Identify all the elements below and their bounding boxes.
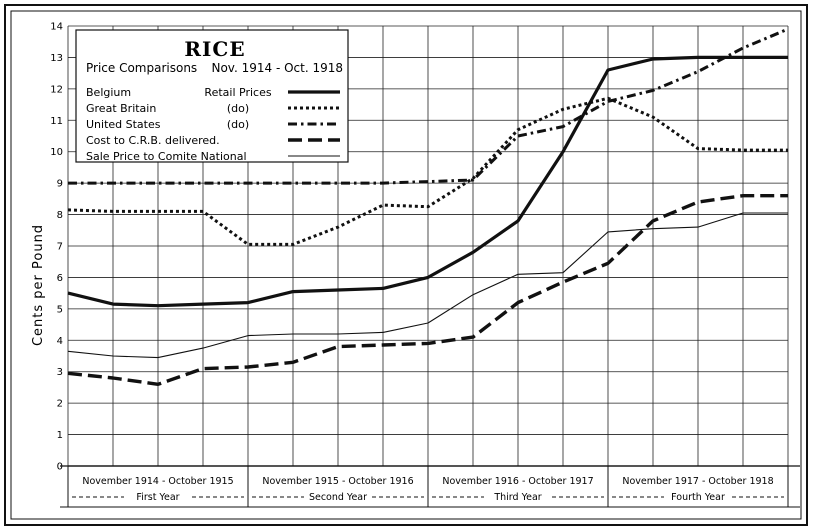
y-tick-label: 3 bbox=[57, 367, 63, 378]
legend-note: (do) bbox=[227, 102, 249, 115]
y-tick-label: 14 bbox=[50, 22, 63, 33]
legend-label: United States bbox=[86, 118, 161, 131]
legend-entries: Belgium Retail Prices Great Britain (do) Uni… bbox=[86, 86, 340, 163]
y-tick-label: 13 bbox=[50, 53, 63, 64]
year-range-label: November 1917 - October 1918 bbox=[622, 476, 773, 487]
y-tick-label: 0 bbox=[57, 462, 63, 473]
chart-subtitle: Price Comparisons bbox=[86, 61, 197, 75]
y-tick-label: 1 bbox=[57, 430, 63, 441]
legend-note: Retail Prices bbox=[204, 86, 271, 99]
y-tick-label: 9 bbox=[57, 179, 63, 190]
y-tick-label: 4 bbox=[57, 336, 63, 347]
y-tick-label: 6 bbox=[57, 273, 63, 284]
series-line bbox=[67, 212, 788, 359]
legend-label: Belgium bbox=[86, 86, 131, 99]
year-range-label: November 1914 - October 1915 bbox=[82, 476, 233, 487]
y-tick-label: 2 bbox=[57, 399, 63, 410]
chart-title: RICE bbox=[184, 37, 245, 61]
year-range-label: November 1916 - October 1917 bbox=[442, 476, 593, 487]
series-line bbox=[67, 96, 788, 246]
inner-frame bbox=[10, 10, 802, 520]
year-name-label: Third Year bbox=[493, 492, 541, 503]
legend: RICE Price Comparisons Nov. 1914 - Oct. … bbox=[75, 29, 349, 163]
year-name-label: First Year bbox=[136, 492, 179, 503]
y-tick-label: 12 bbox=[50, 84, 63, 95]
legend-label: Sale Price to Comite National bbox=[86, 150, 247, 163]
legend-note: (do) bbox=[227, 118, 249, 131]
legend-box bbox=[75, 29, 349, 163]
year-range-label: November 1915 - October 1916 bbox=[262, 476, 413, 487]
series-line bbox=[68, 27, 789, 185]
y-tick-label: 7 bbox=[57, 242, 63, 253]
outer-frame bbox=[4, 4, 808, 526]
series-line bbox=[67, 194, 788, 386]
series-line bbox=[67, 55, 788, 308]
year-axis: November 1914 - October 1915 First Year No… bbox=[60, 465, 800, 508]
year-name-label: Second Year bbox=[309, 492, 367, 503]
y-axis-label: Cents per Pound bbox=[31, 224, 46, 346]
legend-label: Great Britain bbox=[86, 102, 156, 115]
y-tick-label: 5 bbox=[57, 304, 63, 315]
y-tick-label: 11 bbox=[50, 116, 63, 127]
chart-date-range: Nov. 1914 - Oct. 1918 bbox=[211, 61, 343, 75]
year-name-label: Fourth Year bbox=[671, 492, 725, 503]
legend-label: Cost to C.R.B. delivered. bbox=[86, 134, 220, 147]
y-tick-label: 8 bbox=[57, 210, 63, 221]
series-layer bbox=[67, 27, 789, 386]
y-tick-label: 10 bbox=[50, 147, 63, 158]
